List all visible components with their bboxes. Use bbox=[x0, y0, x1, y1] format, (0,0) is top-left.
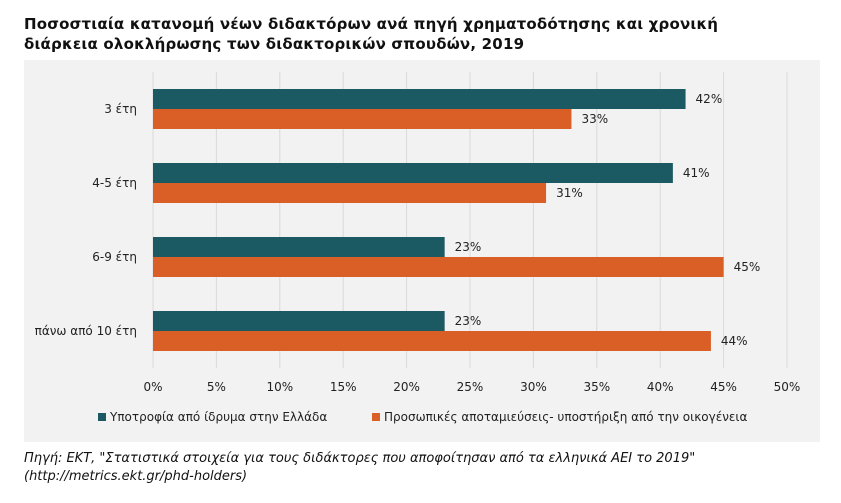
chart-title: Ποσοστιαία κατανομή νέων διδακτόρων ανά … bbox=[24, 14, 824, 54]
bar-personal-savings bbox=[153, 257, 724, 277]
x-tick-label: 10% bbox=[266, 380, 293, 394]
bar-scholarship bbox=[153, 311, 445, 331]
bar-personal-savings bbox=[153, 183, 547, 203]
data-label: 44% bbox=[721, 334, 748, 348]
bar-personal-savings bbox=[153, 109, 572, 129]
data-label: 42% bbox=[696, 92, 723, 106]
x-tick-label: 30% bbox=[520, 380, 547, 394]
category-label: 3 έτη bbox=[104, 102, 137, 116]
source-line-2: (http://metrics.ekt.gr/phd-holders) bbox=[24, 469, 248, 484]
x-tick-label: 0% bbox=[143, 380, 162, 394]
bar-chart: 0% 5% 10% 15% 20% 25% 30% 35% 40% 45% 50% 3 έτη 42% 3… bbox=[35, 72, 801, 424]
data-label: 23% bbox=[455, 314, 482, 328]
x-tick-label: 5% bbox=[207, 380, 226, 394]
legend-swatch bbox=[98, 413, 106, 421]
data-label: 45% bbox=[734, 260, 761, 274]
x-tick-label: 40% bbox=[647, 380, 674, 394]
chart-title-line-2: διάρκεια ολοκλήρωσης των διδακτορικών σπ… bbox=[24, 35, 525, 53]
legend-label: Υποτροφία από ίδρυμα στην Ελλάδα bbox=[109, 410, 327, 424]
data-label: 31% bbox=[556, 186, 583, 200]
category-label: 4-5 έτη bbox=[92, 176, 137, 190]
category-label: 6-9 έτη bbox=[92, 250, 137, 264]
source-note: Πηγή: ΕΚΤ, "Στατιστικά στοιχεία για τους… bbox=[24, 450, 824, 486]
source-line-1: Πηγή: ΕΚΤ, "Στατιστικά στοιχεία για τους… bbox=[24, 451, 696, 466]
x-tick-label: 25% bbox=[457, 380, 484, 394]
legend-label: Προσωπικές αποταμιεύσεις- υποστήριξη από… bbox=[384, 410, 747, 424]
category-label: πάνω από 10 έτη bbox=[35, 324, 137, 338]
x-tick-label: 45% bbox=[710, 380, 737, 394]
bar-scholarship bbox=[153, 237, 445, 257]
x-tick-label: 20% bbox=[393, 380, 420, 394]
bar-personal-savings bbox=[153, 331, 711, 351]
data-label: 23% bbox=[455, 240, 482, 254]
data-label: 33% bbox=[581, 112, 608, 126]
bar-scholarship bbox=[153, 89, 686, 109]
chart-panel: 0% 5% 10% 15% 20% 25% 30% 35% 40% 45% 50% 3 έτη 42% 3… bbox=[24, 60, 820, 442]
x-tick-label: 15% bbox=[330, 380, 357, 394]
x-tick-label: 35% bbox=[583, 380, 610, 394]
x-tick-label: 50% bbox=[774, 380, 801, 394]
bar-scholarship bbox=[153, 163, 673, 183]
chart-title-line-1: Ποσοστιαία κατανομή νέων διδακτόρων ανά … bbox=[24, 15, 719, 33]
legend-swatch bbox=[372, 413, 380, 421]
data-label: 41% bbox=[683, 166, 710, 180]
